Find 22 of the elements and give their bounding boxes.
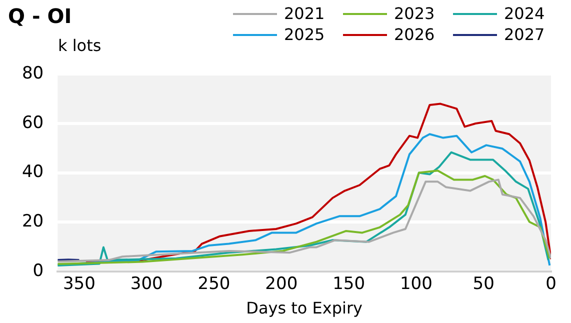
x-tick-label: 350 [62, 274, 96, 294]
y-tick-label: 0 [32, 260, 44, 281]
x-tick-label: 50 [472, 274, 494, 294]
x-tick-label: 300 [130, 274, 163, 294]
x-tick-label: 200 [265, 274, 298, 294]
legend-label: 2027 [504, 25, 545, 44]
x-tick-label: 150 [332, 274, 366, 294]
legend-label: 2025 [284, 25, 325, 44]
x-tick-label: 100 [400, 274, 432, 294]
y-axis-title: k lots [58, 36, 102, 55]
legend-label: 2023 [394, 4, 435, 23]
chart-title: Q - OI [8, 4, 72, 28]
x-tick-label: 0 [546, 274, 556, 294]
x-tick-label: 250 [198, 274, 230, 294]
y-tick-label: 80 [22, 64, 44, 84]
legend-label: 2026 [394, 25, 435, 44]
legend-label: 2021 [284, 4, 325, 23]
legend-label: 2024 [504, 4, 545, 23]
y-tick-label: 60 [22, 112, 44, 133]
x-axis-title: Days to Expiry [246, 298, 363, 318]
y-tick-label: 20 [22, 212, 44, 232]
y-tick-label: 40 [22, 162, 44, 182]
